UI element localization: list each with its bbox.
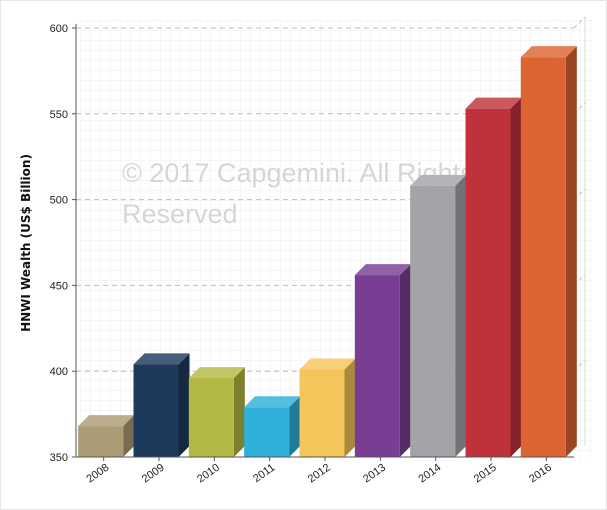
bar-top: [465, 97, 522, 109]
bar-2011: [244, 396, 301, 457]
y-tick-label: 600: [50, 23, 68, 35]
gridline-depth: [573, 16, 586, 29]
y-tick-label: 450: [50, 280, 68, 292]
bar-top: [299, 358, 356, 370]
bar-2008: [78, 415, 135, 457]
bar-front: [410, 185, 456, 457]
y-tick-label: 400: [50, 366, 68, 378]
bar-top: [188, 367, 245, 379]
bar-side: [289, 396, 301, 457]
bar-side: [344, 358, 356, 457]
bar-top: [410, 174, 467, 186]
bar-2012: [299, 358, 356, 457]
bar-side: [178, 353, 190, 457]
y-tick-label: 550: [50, 109, 68, 121]
bar-side: [233, 367, 245, 457]
bar-front: [78, 426, 124, 457]
bar-side: [510, 97, 522, 457]
bars: [78, 46, 577, 458]
y-axis-title: HNWI Wealth (US$ Billion): [19, 154, 33, 332]
bar-top: [520, 46, 577, 58]
bar-top: [354, 264, 411, 276]
bar-top: [133, 353, 190, 365]
bar-2013: [354, 264, 411, 457]
bar-side: [123, 415, 135, 457]
bar-side: [399, 264, 411, 457]
bar-side: [565, 46, 577, 458]
bar-2015: [465, 97, 522, 457]
bar-front: [133, 364, 179, 457]
watermark-line-2: Reserved: [122, 199, 238, 229]
bar-2010: [188, 367, 245, 457]
bar-2014: [410, 174, 467, 457]
bar-top: [78, 415, 135, 427]
bar-top: [244, 396, 301, 408]
bar-side: [455, 174, 467, 457]
bar-front: [520, 57, 566, 458]
bar-2009: [133, 353, 190, 457]
bar-front: [299, 369, 345, 457]
y-axis-ticks: 350 400 450 500 550 600: [50, 23, 76, 464]
y-tick-label: 500: [50, 195, 68, 207]
bar-2016: [520, 46, 577, 458]
bar-front: [188, 378, 234, 457]
bar-front: [244, 407, 290, 457]
y-tick-label: 350: [50, 452, 68, 464]
bar-front: [354, 275, 400, 457]
bar-front: [465, 108, 511, 457]
